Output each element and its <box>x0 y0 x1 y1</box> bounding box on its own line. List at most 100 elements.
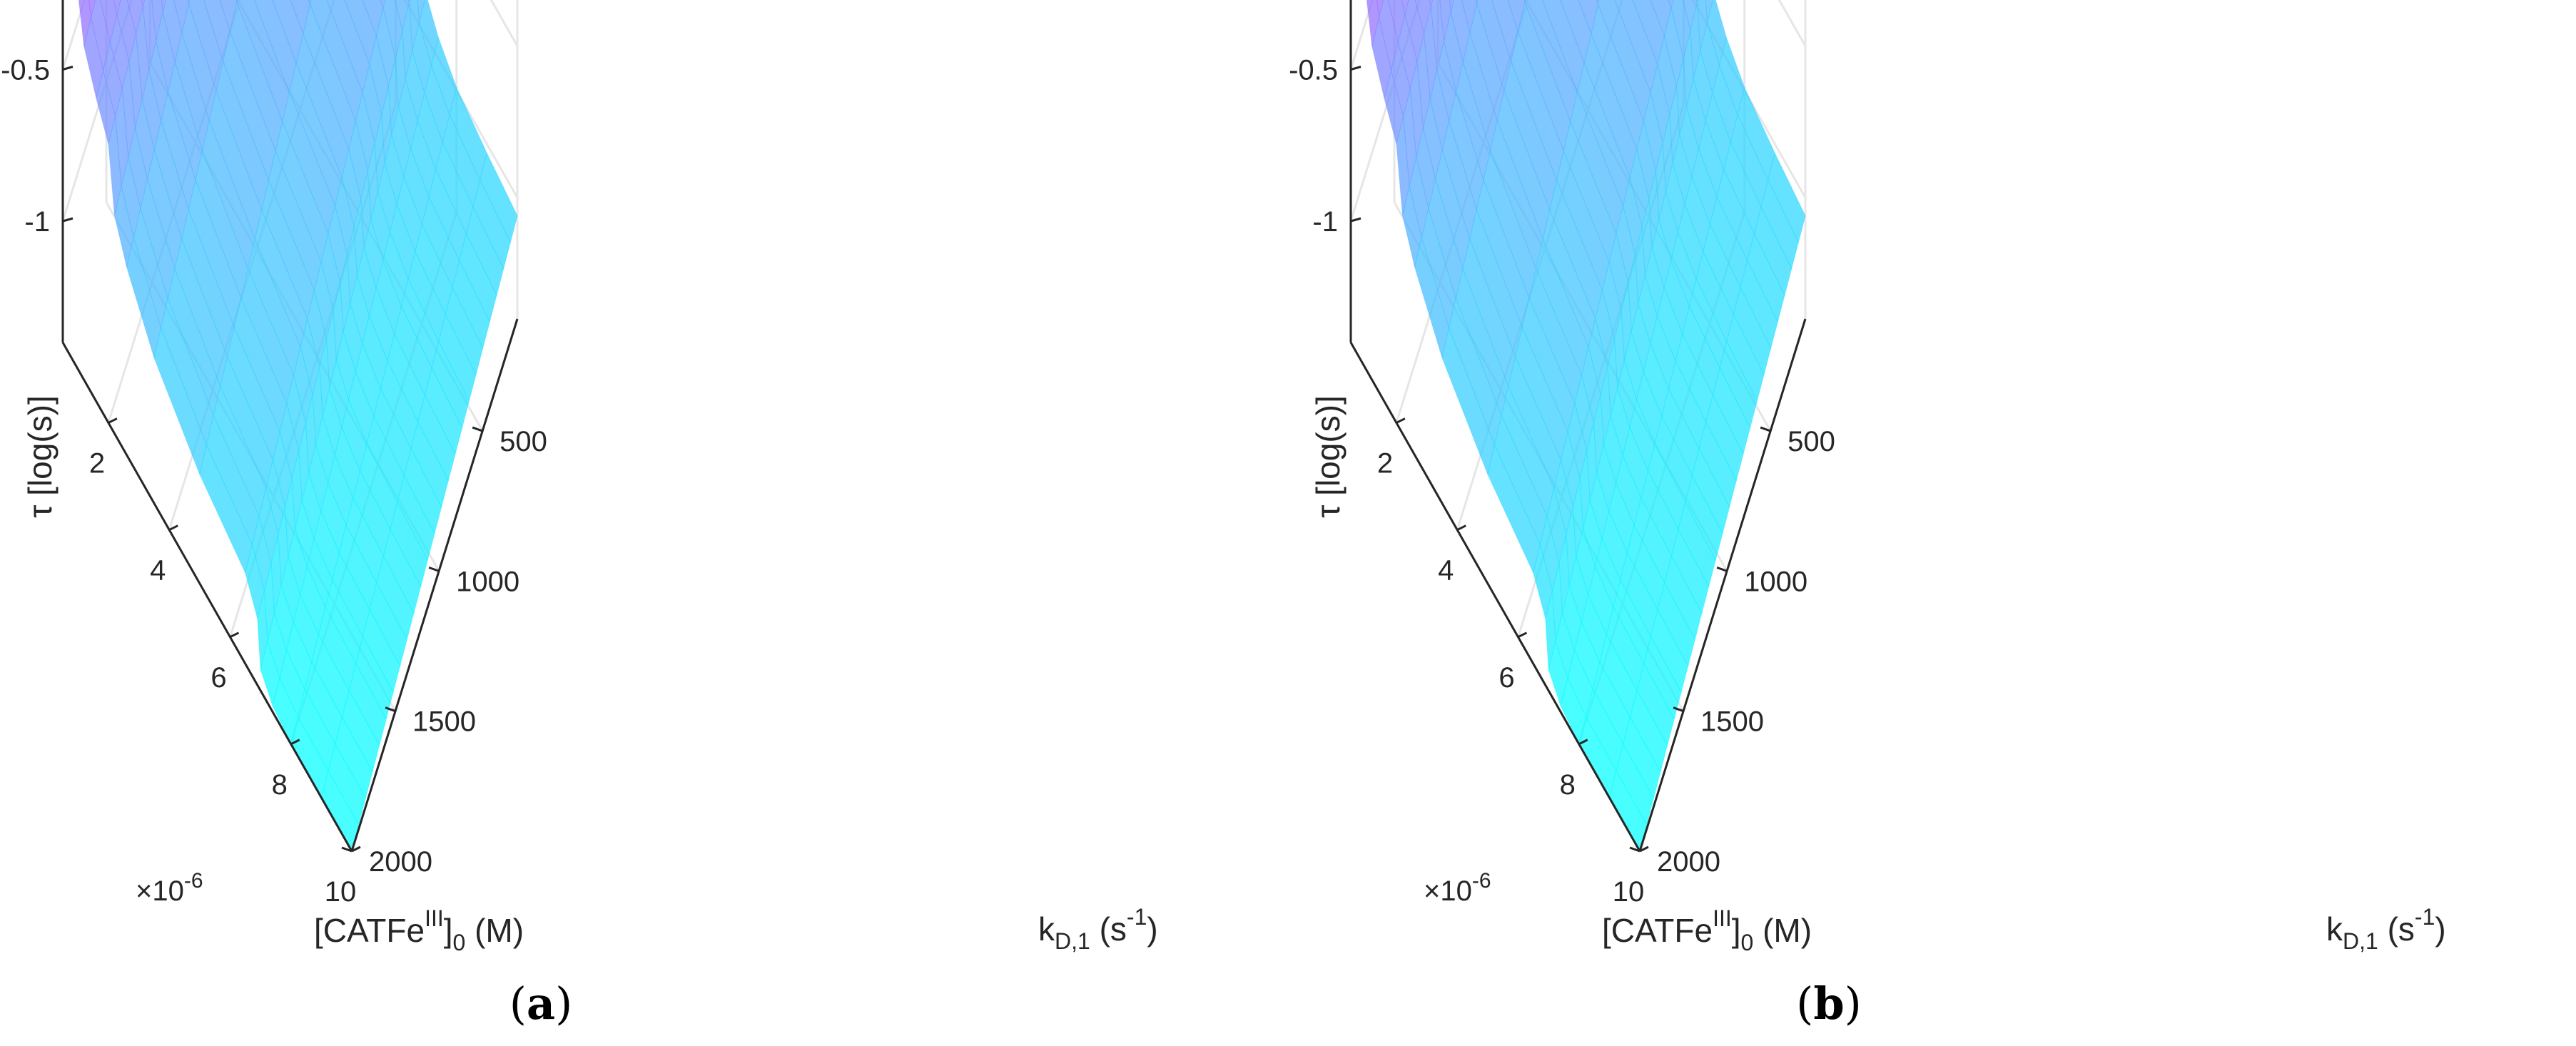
z-axis-label: τ [log(s)] <box>1309 395 1347 518</box>
x-tick-label: 8 <box>1560 769 1576 801</box>
panel-letter: a <box>527 978 555 1030</box>
x-multiplier: ×10-6 <box>136 869 203 907</box>
x-multiplier-base: ×10 <box>136 875 184 907</box>
x-multiplier-exp: -6 <box>184 869 203 893</box>
y-tick-label: 1500 <box>412 706 476 738</box>
y-label-unit-open: (s <box>2378 910 2415 948</box>
x-tick-label: 6 <box>1499 662 1514 694</box>
x-tick <box>1578 738 1588 746</box>
x-label-unit: (M) <box>465 912 524 949</box>
panel-paren-open: ( <box>1796 978 1813 1030</box>
x-axis-line <box>1349 342 1641 852</box>
y-tick <box>1673 706 1684 713</box>
axes <box>1349 0 1807 853</box>
grid-line <box>1691 0 1807 198</box>
y-tick <box>472 426 483 432</box>
y-label-sup: -1 <box>1127 904 1147 930</box>
y-tick <box>1629 846 1641 853</box>
z-tick-label: -1 <box>1312 206 1338 238</box>
y-axis-line <box>1638 318 1807 852</box>
y-label-sub: D,1 <box>2343 928 2378 954</box>
z-tick <box>62 217 73 223</box>
x-axis-line <box>61 342 353 852</box>
x-tick-label: 2 <box>1377 448 1393 479</box>
x-tick <box>1517 631 1528 639</box>
grid-line <box>1349 0 1421 222</box>
y-tick <box>1760 426 1771 432</box>
panel-paren-close: ) <box>1845 978 1862 1030</box>
x-tick <box>108 417 118 424</box>
y-label-sub: D,1 <box>1055 928 1090 954</box>
x-tick <box>351 846 361 853</box>
x-label-sup: III <box>1713 905 1732 931</box>
z-tick <box>1350 217 1361 223</box>
x-tick-label: 2 <box>89 448 105 479</box>
panel-paren-open: ( <box>509 978 527 1030</box>
x-label-sub: 0 <box>1741 930 1754 955</box>
y-tick-label: 1500 <box>1700 706 1764 738</box>
y-label-unit-close: ) <box>1147 910 1157 948</box>
y-label-unit-open: (s <box>1090 910 1127 948</box>
y-label-unit-close: ) <box>2435 910 2445 948</box>
z-tick <box>62 66 73 71</box>
grid-line <box>403 0 519 198</box>
y-label-sup: -1 <box>2415 904 2435 930</box>
x-axis-label: [CATFeIII]0 (M) <box>1602 905 1812 955</box>
surface <box>78 0 518 853</box>
panel-label: (b) <box>1796 978 1862 1030</box>
z-tick-label: -0.5 <box>1 55 50 86</box>
panel-letter: b <box>1813 978 1844 1030</box>
y-tick-label: 1000 <box>1744 566 1807 597</box>
y-axis-line <box>350 318 519 852</box>
y-tick <box>1716 566 1728 572</box>
panel-paren-close: ) <box>555 978 572 1030</box>
x-tick <box>1396 417 1406 424</box>
x-tick <box>1456 524 1466 532</box>
x-multiplier: ×10-6 <box>1424 869 1491 907</box>
y-tick <box>428 566 440 572</box>
x-tick-label: 10 <box>325 876 357 908</box>
x-tick-label: 6 <box>211 662 226 694</box>
y-label-main: k <box>2326 910 2343 948</box>
y-tick <box>385 706 396 713</box>
x-label-main: [CATFe <box>314 912 425 949</box>
y-axis-label: kD,1 (s-1) <box>1038 904 1158 954</box>
y-tick-label: 500 <box>500 426 547 457</box>
x-tick-label: 10 <box>1613 876 1645 908</box>
surface <box>1366 0 1806 853</box>
x-tick <box>229 631 240 639</box>
x-tick-label: 8 <box>272 769 288 801</box>
y-label-main: k <box>1038 910 1055 948</box>
z-tick-label: -0.5 <box>1289 55 1338 86</box>
x-label-unit: (M) <box>1753 912 1812 949</box>
z-axis-label: τ [log(s)] <box>21 395 59 518</box>
y-tick-label: 1000 <box>456 566 519 597</box>
x-label-close: ] <box>444 912 453 949</box>
x-tick-label: 4 <box>150 555 166 587</box>
y-tick-label: 2000 <box>1657 846 1720 878</box>
grid-line <box>61 0 133 222</box>
z-tick <box>1350 66 1361 71</box>
x-label-close: ] <box>1732 912 1741 949</box>
x-label-main: [CATFe <box>1602 912 1713 949</box>
x-label-sup: III <box>425 905 444 931</box>
y-axis-label: kD,1 (s-1) <box>2326 904 2446 954</box>
x-multiplier-base: ×10 <box>1424 875 1472 907</box>
y-tick <box>341 846 353 853</box>
panel-label: (a) <box>509 978 573 1030</box>
x-tick <box>290 738 300 746</box>
x-label-sub: 0 <box>453 930 466 955</box>
y-tick-label: 2000 <box>369 846 432 878</box>
x-multiplier-exp: -6 <box>1472 869 1491 893</box>
y-tick-label: 500 <box>1788 426 1835 457</box>
x-axis-label: [CATFeIII]0 (M) <box>314 905 524 955</box>
x-tick-label: 4 <box>1438 555 1454 587</box>
x-tick <box>1639 846 1649 853</box>
axes <box>61 0 519 853</box>
z-tick-label: -1 <box>24 206 50 238</box>
x-tick <box>168 524 178 532</box>
